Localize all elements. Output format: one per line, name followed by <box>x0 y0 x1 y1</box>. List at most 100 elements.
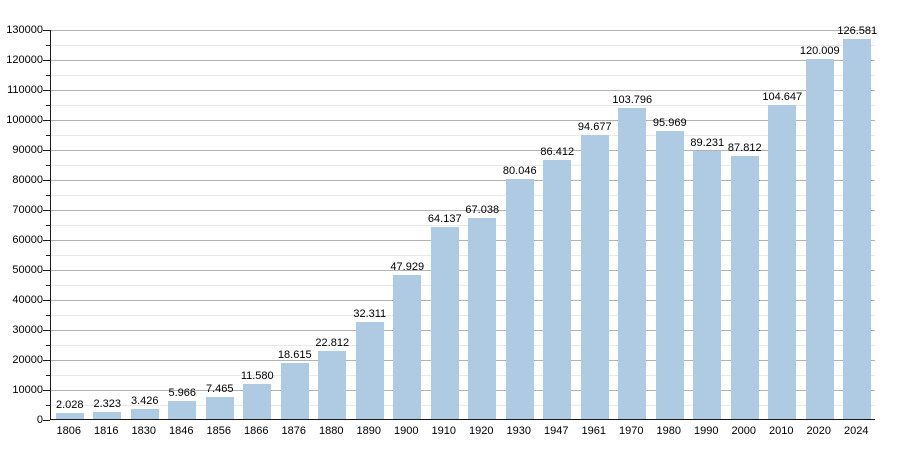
bar-slot: 22.812 <box>314 30 352 419</box>
x-axis-tick-label: 1990 <box>694 425 719 437</box>
y-axis-tick <box>43 150 50 151</box>
y-axis-tick-label: 60000 <box>12 234 43 246</box>
y-axis-tick <box>46 375 50 376</box>
y-axis-tick <box>46 165 50 166</box>
y-axis-tick-label: 30000 <box>12 324 43 336</box>
y-axis-tick-label: 10000 <box>12 384 43 396</box>
minor-gridline <box>51 105 875 106</box>
bar-slot: 32.311 <box>351 30 389 419</box>
bars-container: 2.028 2.323 3.426 5.966 7.465 11.580 18.615 22.… <box>51 25 877 419</box>
major-gridline <box>51 390 875 391</box>
bar-slot: 18.615 <box>276 30 314 419</box>
x-axis-tick-label: 1806 <box>56 425 81 437</box>
y-axis-tick <box>43 360 50 361</box>
y-axis-tick <box>46 45 50 46</box>
bar-1947 <box>543 159 572 419</box>
x-axis-tick-label: 1980 <box>656 425 681 437</box>
bar-value-label: 80.046 <box>502 164 537 177</box>
y-axis-tick-label: 50000 <box>12 264 43 276</box>
y-axis-tick-label: 70000 <box>12 204 43 216</box>
bar-value-label: 18.615 <box>277 349 312 362</box>
bar-1880 <box>318 350 347 419</box>
major-gridline <box>51 90 875 91</box>
x-axis-tick-label: 1961 <box>581 425 606 437</box>
minor-gridline <box>51 75 875 76</box>
bar-2020 <box>805 58 834 419</box>
y-axis-tick-label: 90000 <box>12 144 43 156</box>
bar-slot: 67.038 <box>464 30 502 419</box>
y-axis-tick <box>43 120 50 121</box>
x-axis-tick-label: 1830 <box>131 425 156 437</box>
x-axis-tick-label: 1910 <box>431 425 456 437</box>
minor-gridline <box>51 255 875 256</box>
bar-1920 <box>468 217 497 419</box>
bar-slot: 3.426 <box>126 30 164 419</box>
bar-slot: 95.969 <box>651 30 689 419</box>
x-axis-tick-label: 1876 <box>281 425 306 437</box>
y-axis-tick <box>43 240 50 241</box>
x-axis-tick-label: 1866 <box>244 425 269 437</box>
x-axis-tick-label: 1930 <box>506 425 531 437</box>
plot-area: 2.028 2.323 3.426 5.966 7.465 11.580 18.615 22.… <box>50 25 877 420</box>
x-axis-labels: 1806 1816 1830 1846 1856 1866 1876 1880 1890 1900… <box>50 425 875 438</box>
bar-slot: 47.929 <box>389 30 427 419</box>
bar-value-label: 11.580 <box>240 370 274 383</box>
bar-slot: 89.231 <box>689 30 727 419</box>
bar-slot: 94.677 <box>576 30 614 419</box>
y-axis-labels: 0 10000 20000 30000 40000 50000 60000 70000 8000… <box>0 24 43 426</box>
bar-value-label: 67.038 <box>465 203 500 216</box>
x-axis-tick-label: 2000 <box>731 425 756 437</box>
y-axis-tick <box>43 330 50 331</box>
y-axis-tick <box>46 105 50 106</box>
bar-value-label: 2.028 <box>55 398 84 411</box>
bar-1980 <box>655 131 684 419</box>
bar-1846 <box>168 401 197 419</box>
y-axis-tick <box>43 420 50 421</box>
y-axis-tick <box>43 270 50 271</box>
y-axis-tick <box>43 300 50 301</box>
major-gridline <box>51 360 875 361</box>
bar-1900 <box>393 275 422 419</box>
minor-gridline <box>51 375 875 376</box>
minor-gridline <box>51 195 875 196</box>
bar-value-label: 104.647 <box>762 91 803 104</box>
y-axis-tick <box>46 255 50 256</box>
major-gridline <box>51 210 875 211</box>
y-axis-tick <box>46 405 50 406</box>
y-axis-ticks <box>43 30 50 421</box>
major-gridline <box>51 300 875 301</box>
bar-1890 <box>355 322 384 419</box>
major-gridline <box>51 150 875 151</box>
bar-2000 <box>730 155 759 419</box>
bar-1816 <box>93 412 122 419</box>
gridlines <box>51 30 875 419</box>
bar-value-label: 89.231 <box>690 137 725 150</box>
bar-1876 <box>280 363 309 419</box>
minor-gridline <box>51 135 875 136</box>
bar-value-label: 126.581 <box>837 25 878 38</box>
bar-value-label: 95.969 <box>652 117 687 130</box>
minor-gridline <box>51 315 875 316</box>
bar-value-label: 86.412 <box>540 145 575 158</box>
x-axis-tick-label: 1890 <box>356 425 381 437</box>
major-gridline <box>51 330 875 331</box>
bar-slot: 7.465 <box>201 30 239 419</box>
y-axis-tick-label: 20000 <box>12 354 43 366</box>
y-axis-tick <box>46 195 50 196</box>
x-axis-tick-label: 2020 <box>806 425 831 437</box>
x-axis-tick-label: 1856 <box>206 425 231 437</box>
bar-1990 <box>693 151 722 419</box>
y-axis-tick-label: 40000 <box>12 294 43 306</box>
y-axis-tick-label: 100000 <box>6 114 43 126</box>
bar-value-label: 3.426 <box>130 394 159 407</box>
bar-value-label: 103.796 <box>612 93 653 106</box>
y-axis-tick <box>43 210 50 211</box>
major-gridline <box>51 60 875 61</box>
bar-1806 <box>55 412 84 419</box>
bar-slot: 103.796 <box>612 30 653 419</box>
y-axis-tick <box>43 60 50 61</box>
bar-slot: 87.812 <box>726 30 764 419</box>
y-axis-tick <box>43 390 50 391</box>
bar-slot: 11.580 <box>239 30 277 419</box>
